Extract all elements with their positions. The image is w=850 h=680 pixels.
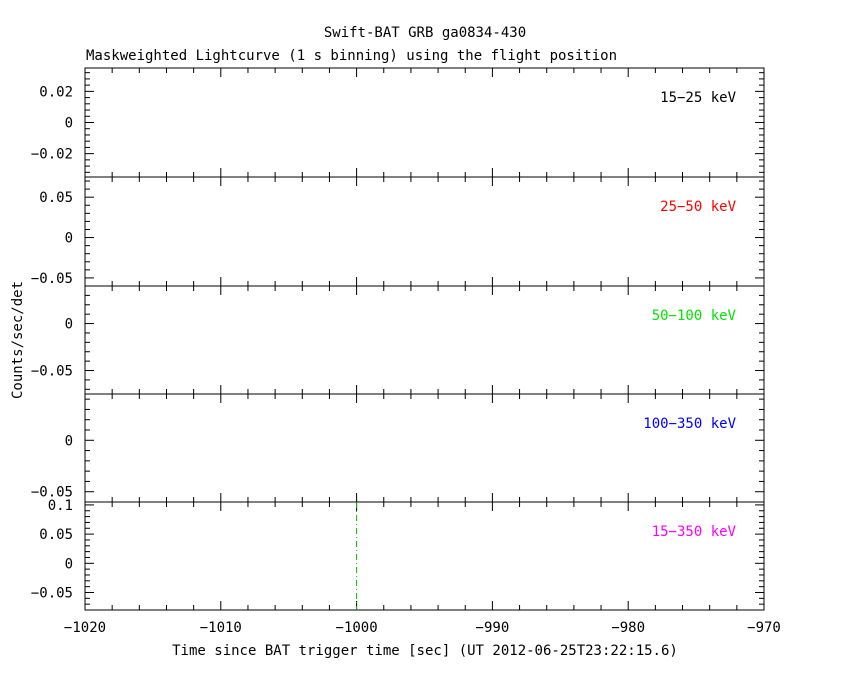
y-tick-label: 0	[65, 433, 73, 449]
x-tick-label: −990	[476, 620, 510, 636]
y-axis-label: Counts/sec/det	[10, 281, 26, 399]
y-tick-label: 0.05	[39, 190, 73, 206]
y-tick-label: −0.05	[31, 485, 73, 501]
x-tick-label: −970	[747, 620, 781, 636]
panel-4: −0.05 0 0.05 0.1 15−350 keV	[31, 498, 765, 611]
panel-frame	[84, 67, 765, 178]
y-tick-label: 0	[65, 231, 73, 247]
panel-3: −0.05 0 100−350 keV	[31, 393, 765, 503]
x-tick-label: −1000	[336, 620, 378, 636]
chart-title: Swift-BAT GRB ga0834-430	[324, 25, 526, 41]
y-tick-label: 0	[65, 556, 73, 572]
panel-1: −0.05 0 0.05 25−50 keV	[31, 176, 765, 287]
y-tick-label: 0	[65, 116, 73, 132]
y-tick-label: 0.05	[39, 527, 73, 543]
y-tick-label: 0.1	[48, 498, 73, 514]
chart-subtitle: Maskweighted Lightcurve (1 s binning) us…	[86, 48, 617, 64]
x-axis-label: Time since BAT trigger time [sec] (UT 20…	[172, 643, 678, 659]
panel-2: −0.05 0 50−100 keV	[31, 285, 765, 395]
band-label: 15−25 keV	[660, 90, 736, 106]
y-tick-label: −0.05	[31, 585, 73, 601]
panel-0: −0.02 0 0.02 15−25 keV	[31, 67, 765, 178]
band-label: 25−50 keV	[660, 199, 736, 215]
y-tick-label: −0.05	[31, 364, 73, 380]
panel-frame	[84, 501, 765, 611]
panel-frame	[84, 176, 765, 287]
x-tick-label: −980	[611, 620, 645, 636]
panel-frame	[84, 285, 765, 395]
band-label: 100−350 keV	[643, 416, 736, 432]
band-label: 50−100 keV	[652, 308, 737, 324]
y-tick-label: 0.02	[39, 84, 73, 100]
y-tick-label: 0	[65, 317, 73, 333]
x-tick-label: −1020	[64, 620, 106, 636]
x-tick-label: −1010	[200, 620, 242, 636]
band-label: 15−350 keV	[652, 524, 737, 540]
y-tick-label: −0.02	[31, 147, 73, 163]
panel-frame	[84, 393, 765, 503]
y-tick-label: −0.05	[31, 271, 73, 287]
